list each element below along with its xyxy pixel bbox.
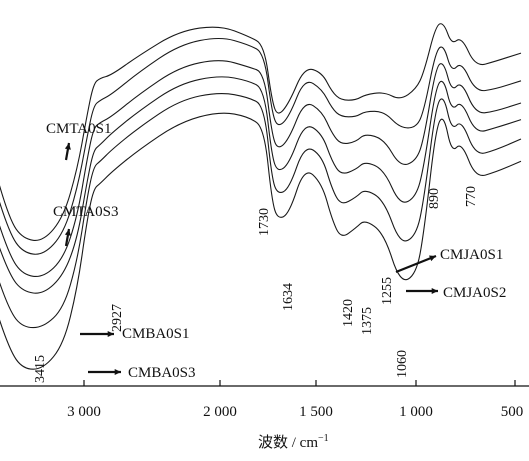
peak-label-3415: 3415 — [33, 355, 48, 383]
x-axis-title-superscript: −1 — [318, 433, 329, 444]
x-axis-title: 波数 / cm−1 — [258, 433, 329, 451]
spectrum-line-3 — [0, 60, 522, 278]
spectrum-line-1 — [0, 23, 522, 241]
x-axis-ticks: 3 000 2 000 1 500 1 000 500 — [67, 380, 523, 420]
x-axis-title-main: 波数 / cm — [258, 434, 318, 451]
label-cmba0s1: CMBA0S1 — [122, 326, 190, 342]
arrow-cmta0s3-head — [64, 229, 71, 236]
label-cmta0s1: CMTA0S1 — [46, 121, 111, 137]
label-cmja0s2: CMJA0S2 — [443, 285, 506, 301]
arrow-cmja0s1-shaft — [395, 254, 437, 274]
arrow-cmba0s1-head — [107, 330, 114, 338]
peak-label-1634: 1634 — [281, 283, 296, 311]
annotation-arrows — [64, 142, 438, 376]
x-tick-label-2000: 2 000 — [203, 404, 237, 420]
x-tick-label-3000: 3 000 — [67, 404, 101, 420]
peak-label-1060: 1060 — [395, 350, 410, 378]
spectrum-traces — [0, 23, 522, 370]
spectrum-line-5 — [0, 93, 522, 329]
spectrum-line-4 — [0, 76, 522, 294]
arrow-cmta0s1-head — [64, 143, 71, 150]
peak-label-890: 890 — [427, 188, 442, 209]
spectrum-line-2 — [0, 37, 522, 255]
x-tick-label-500: 500 — [501, 404, 524, 420]
label-cmba0s3: CMBA0S3 — [128, 365, 196, 381]
peak-label-1730: 1730 — [257, 208, 272, 236]
label-cmta0s3: CMTA0S3 — [53, 204, 118, 220]
arrow-cmba0s3-head — [114, 368, 121, 376]
peak-label-770: 770 — [464, 186, 479, 207]
spectrum-line-6 — [0, 112, 522, 370]
arrow-cmja0s2-head — [431, 287, 438, 295]
arrow-cmja0s1-head — [429, 255, 436, 262]
peak-label-1375: 1375 — [360, 307, 375, 335]
peak-label-1420: 1420 — [341, 299, 356, 327]
x-tick-label-1000: 1 000 — [399, 404, 433, 420]
peak-label-2927: 2927 — [110, 304, 125, 332]
peak-label-1255: 1255 — [380, 277, 395, 305]
label-cmja0s1: CMJA0S1 — [440, 247, 503, 263]
x-tick-label-1500: 1 500 — [299, 404, 333, 420]
